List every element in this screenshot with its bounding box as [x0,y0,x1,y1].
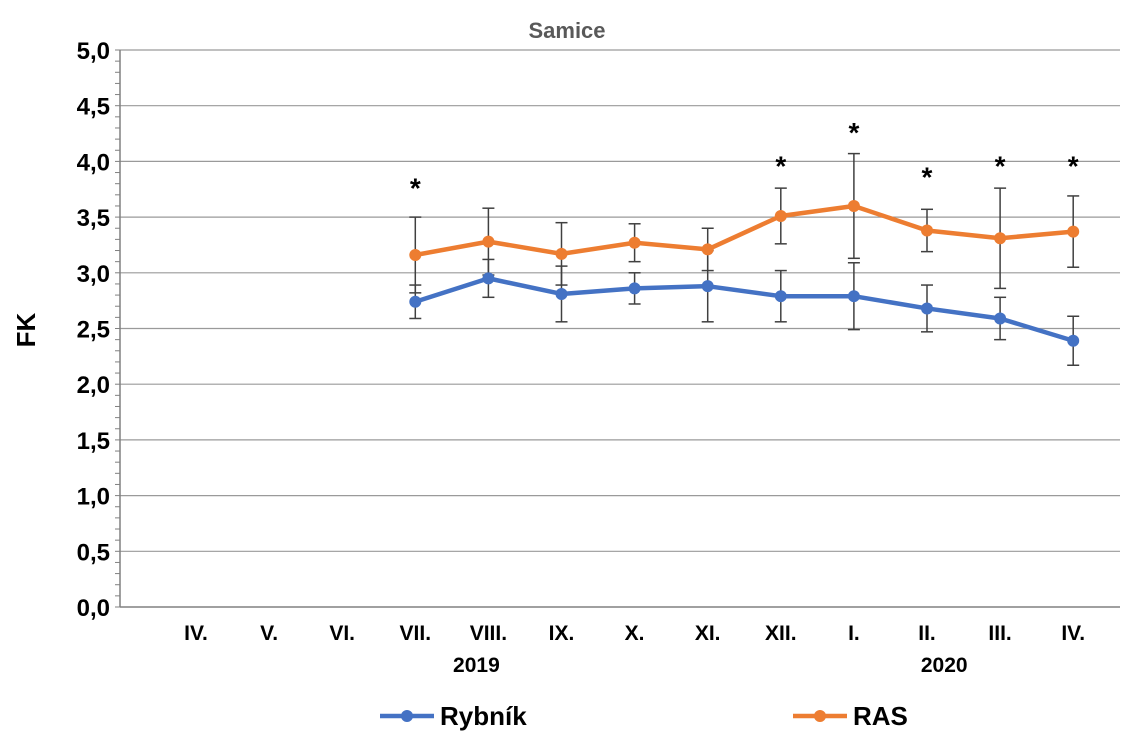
significance-star: * [995,150,1006,181]
x-tick-label: XII. [765,622,797,645]
y-tick-label: 4,0 [77,149,110,176]
y-tick-label: 5,0 [77,38,110,65]
data-point [409,248,422,261]
x-tick-label: II. [918,622,936,645]
data-point [555,247,568,260]
data-point [555,287,568,300]
gridlines [120,49,1120,552]
significance-marks: * * * * * * [410,117,1079,204]
y-tick-label: 0,5 [77,539,110,566]
x-tick-label: III. [988,622,1011,645]
year-label: 2020 [921,654,968,677]
y-tick-label: 3,5 [77,205,110,232]
data-point [921,224,933,237]
chart-title: Samice [528,18,605,43]
data-point [701,243,714,256]
data-point [774,290,787,303]
data-point [482,272,495,285]
series-lines [414,203,1074,343]
data-points [409,199,1080,347]
y-tick-labels: 0,0 0,5 1,0 1,5 2,0 2,5 3,0 3,5 4,0 4,5 5,0 [77,38,110,622]
data-point [774,209,787,222]
y-axis-label: FK [11,312,41,347]
x-tick-label: VIII. [470,622,507,645]
series-line-2 [414,203,1074,258]
data-point [847,290,860,303]
data-point [628,236,641,249]
x-tick-label: V. [260,622,278,645]
x-tick-label: IV. [1061,622,1085,645]
data-point [994,232,1007,245]
significance-star: * [775,150,786,181]
legend-swatch-marker [401,710,413,722]
significance-star: * [848,117,859,148]
y-tick-label: 1,0 [77,484,110,511]
x-tick-label: I. [848,622,860,645]
x-tick-label: IV. [184,622,208,645]
axes [115,49,1120,608]
data-point [1067,334,1080,347]
legend: Rybník RAS [380,701,908,731]
y-tick-label: 2,5 [77,317,110,344]
data-point [847,199,860,212]
significance-star: * [922,162,933,193]
y-tick-label: 0,0 [77,595,110,622]
data-point [409,295,422,308]
y-tick-label: 1,5 [77,428,110,455]
significance-star: * [1068,150,1079,181]
x-tick-label: VI. [329,622,355,645]
data-point [1067,225,1080,238]
x-tick-label: IX. [549,622,575,645]
data-point [482,235,495,248]
legend-label: Rybník [440,701,527,731]
y-tick-label: 3,0 [77,261,110,288]
y-tick-label: 2,0 [77,372,110,399]
data-point [921,302,933,315]
legend-swatch-marker [814,710,826,722]
x-tick-label: XI. [695,622,721,645]
year-label: 2019 [453,654,500,677]
series-line-1 [414,276,1074,343]
x-tick-label: X. [625,622,645,645]
data-point [628,282,641,295]
data-point [994,312,1007,325]
year-labels: 2019 2020 [453,654,968,677]
error-bars [409,152,1080,367]
x-tick-label: VII. [400,622,432,645]
legend-label: RAS [853,701,908,731]
data-point [701,280,714,293]
y-tick-label: 4,5 [77,94,110,121]
significance-star: * [410,173,421,204]
x-tick-labels: IV. V. VI. VII. VIII. IX. X. XI. XII. I. II. III. IV… [184,622,1085,645]
